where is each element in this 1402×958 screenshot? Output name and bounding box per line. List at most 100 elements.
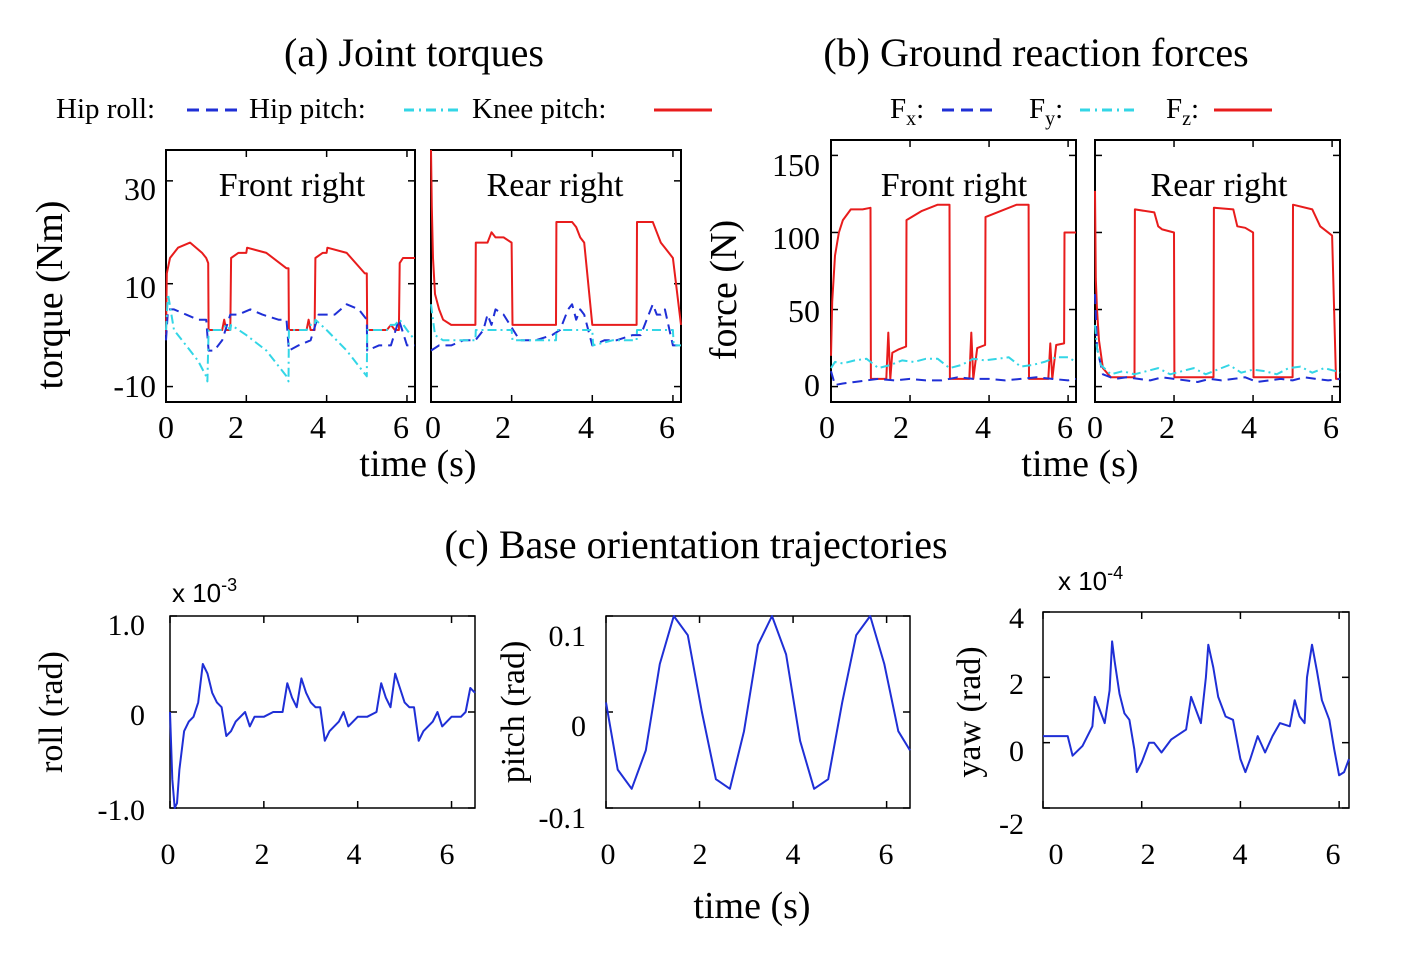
xtick-label: 2 bbox=[1141, 838, 1156, 871]
series-line-hip-roll bbox=[430, 303, 681, 352]
xtick-label: 4 bbox=[578, 409, 594, 445]
series-line-knee-pitch bbox=[165, 241, 415, 336]
panel-a-ytick-labels: 30 10 -10 bbox=[113, 171, 156, 404]
ytick-label: 50 bbox=[788, 293, 820, 329]
plot-frame bbox=[169, 615, 476, 809]
plot-frame bbox=[430, 149, 682, 403]
series-line-fx bbox=[1094, 294, 1341, 383]
series-lines bbox=[169, 663, 476, 809]
subplot-c-roll: x 10-3 roll (rad) 1.0 0 -1.0 0 2 4 6 bbox=[33, 575, 476, 871]
xtick-label: 6 bbox=[1323, 409, 1339, 445]
xtick-label: 4 bbox=[786, 838, 801, 871]
panel-a-legend: Hip roll: Hip pitch: Knee pitch: bbox=[56, 93, 712, 125]
series-lines bbox=[430, 149, 682, 352]
panel-c-title: (c) Base orientation trajectories bbox=[444, 522, 947, 567]
series-line-fz bbox=[830, 203, 1076, 380]
ytick-label: 0 bbox=[130, 699, 145, 732]
ytick-label: 1.0 bbox=[108, 609, 146, 642]
panel-b-xlabel: time (s) bbox=[1021, 443, 1138, 485]
ytick-label: 2 bbox=[1009, 668, 1024, 701]
xtick-label: 2 bbox=[228, 409, 244, 445]
roll-ylabel: roll (rad) bbox=[33, 651, 70, 773]
xtick-label: 0 bbox=[819, 409, 835, 445]
ytick-label: 0 bbox=[804, 367, 820, 403]
series-lines bbox=[1043, 640, 1350, 777]
panel-c-xlabel: time (s) bbox=[693, 885, 810, 927]
yaw-ytick-labels: 4 2 0 -2 bbox=[999, 602, 1024, 841]
xtick-label: 0 bbox=[601, 838, 616, 871]
exponent-label: x 10-4 bbox=[1058, 563, 1123, 596]
series-line-yaw bbox=[1043, 640, 1350, 777]
series-line-pitch bbox=[605, 615, 911, 790]
series-line-fy bbox=[1094, 324, 1341, 376]
xtick-label: 6 bbox=[659, 409, 675, 445]
subplot-b-front-right: Front right 0 2 4 6 bbox=[819, 139, 1077, 445]
subplot-a-rear-right: Rear right 0 2 4 6 bbox=[425, 149, 682, 445]
xtick-label: 6 bbox=[440, 838, 455, 871]
axis-ticks bbox=[165, 150, 415, 402]
xtick-label: 6 bbox=[393, 409, 409, 445]
x-tick-labels: 0 2 4 6 bbox=[601, 838, 894, 871]
exponent-label: x 10-3 bbox=[172, 575, 237, 608]
plot-frame bbox=[1042, 611, 1350, 809]
panel-b-ytick-labels: 150 100 50 0 bbox=[772, 147, 820, 403]
xtick-label: 0 bbox=[1087, 409, 1103, 445]
panel-a-title: (a) Joint torques bbox=[284, 30, 544, 75]
legend-hip-roll-label: Hip roll: bbox=[56, 93, 155, 125]
ytick-label: 150 bbox=[772, 147, 820, 183]
xtick-label: 4 bbox=[347, 838, 362, 871]
legend-fz-label: Fz: bbox=[1166, 93, 1199, 130]
xtick-label: 4 bbox=[1233, 838, 1248, 871]
panel-b-title: (b) Ground reaction forces bbox=[823, 30, 1248, 75]
pitch-ytick-labels: 0.1 0 -0.1 bbox=[539, 620, 587, 835]
ytick-label: 0 bbox=[571, 710, 586, 743]
x-tick-labels: 0 2 4 6 bbox=[819, 409, 1073, 445]
xtick-label: 0 bbox=[161, 838, 176, 871]
pitch-ylabel: pitch (rad) bbox=[495, 641, 532, 784]
xtick-label: 2 bbox=[495, 409, 511, 445]
xtick-label: 0 bbox=[425, 409, 441, 445]
roll-ytick-labels: 1.0 0 -1.0 bbox=[98, 609, 146, 827]
legend-hip-pitch-label: Hip pitch: bbox=[249, 93, 366, 125]
ytick-label: 4 bbox=[1009, 602, 1024, 635]
axis-ticks bbox=[169, 615, 475, 809]
xtick-label: 6 bbox=[1057, 409, 1073, 445]
panel-b-legend: Fx: Fy: Fz: bbox=[890, 93, 1272, 130]
xtick-label: 2 bbox=[255, 838, 270, 871]
xtick-label: 4 bbox=[310, 409, 326, 445]
xtick-label: 6 bbox=[879, 838, 894, 871]
xtick-label: 2 bbox=[1159, 409, 1175, 445]
subplot-b-rear-right: Rear right 0 2 4 6 bbox=[1087, 139, 1341, 445]
xtick-label: 0 bbox=[158, 409, 174, 445]
panel-a: (a) Joint torques Hip roll: Hip pitch: K… bbox=[29, 30, 712, 485]
series-line-roll bbox=[169, 663, 476, 809]
yaw-ylabel: yaw (rad) bbox=[951, 646, 988, 777]
panel-b-ylabel: force (N) bbox=[703, 220, 745, 360]
xtick-label: 0 bbox=[1049, 838, 1064, 871]
xtick-label: 4 bbox=[975, 409, 991, 445]
ytick-label: -1.0 bbox=[98, 794, 146, 827]
series-line-hip-pitch bbox=[430, 304, 681, 347]
series-line-hip-roll bbox=[165, 303, 415, 352]
series-line-hip-pitch bbox=[165, 293, 416, 383]
xtick-label: 2 bbox=[693, 838, 708, 871]
axis-ticks bbox=[830, 140, 1076, 402]
panel-a-xlabel: time (s) bbox=[359, 443, 476, 485]
plot-frame bbox=[830, 139, 1077, 403]
series-lines bbox=[830, 203, 1077, 386]
xtick-label: 6 bbox=[1326, 838, 1341, 871]
axis-ticks bbox=[1042, 611, 1349, 809]
series-line-fz bbox=[1094, 190, 1340, 380]
ytick-label: 0.1 bbox=[549, 620, 587, 653]
x-tick-labels: 0 2 4 6 bbox=[1087, 409, 1339, 445]
subplot-title: Front right bbox=[881, 167, 1028, 204]
x-tick-labels: 0 2 4 6 bbox=[1049, 838, 1341, 871]
subplot-c-yaw: x 10-4 yaw (rad) 4 2 0 -2 0 2 4 6 bbox=[951, 563, 1350, 871]
series-line-fy bbox=[830, 356, 1077, 370]
ytick-label: 100 bbox=[772, 220, 820, 256]
panel-a-ylabel: torque (Nm) bbox=[29, 201, 71, 390]
ytick-label: -10 bbox=[113, 368, 156, 404]
panel-b: (b) Ground reaction forces Fx: Fy: Fz: f… bbox=[703, 30, 1341, 485]
series-lines bbox=[1094, 190, 1341, 383]
